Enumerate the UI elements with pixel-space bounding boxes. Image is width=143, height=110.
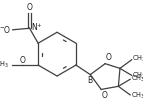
Text: CH$_3$: CH$_3$ [131,91,143,101]
Text: O: O [27,3,32,12]
Text: O: O [102,91,108,100]
Text: CH$_3$: CH$_3$ [0,60,9,70]
Text: O: O [106,53,112,62]
Text: O: O [20,56,25,65]
Text: N$^{+}$: N$^{+}$ [31,22,43,33]
Text: CH$_3$: CH$_3$ [132,54,143,64]
Text: CH$_3$: CH$_3$ [131,73,143,84]
Text: B: B [87,76,92,85]
Text: $^{-}$O: $^{-}$O [0,24,12,35]
Text: CH$_3$: CH$_3$ [132,71,143,81]
